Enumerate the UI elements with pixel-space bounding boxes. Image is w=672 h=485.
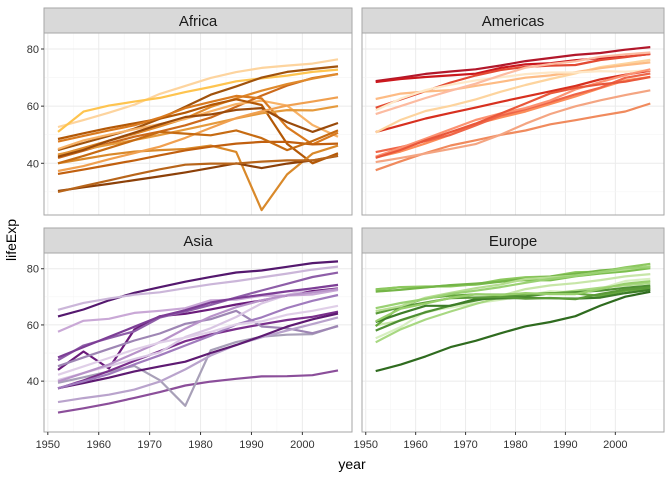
panel-asia: Asia — [43, 227, 353, 433]
x-tick-label: 1950 — [354, 439, 378, 451]
x-tick-label: 1990 — [239, 439, 263, 451]
series-line-asia-11 — [57, 293, 339, 390]
series-line-asia-0 — [57, 260, 339, 318]
series-line-americas-6 — [375, 58, 651, 134]
panel-africa: Africa — [43, 7, 353, 216]
panel-europe: Europe — [361, 227, 665, 433]
series-line-africa-2 — [57, 65, 339, 152]
series-line-africa-11 — [57, 105, 339, 156]
series-line-africa-6 — [57, 98, 339, 165]
x-tick-label: 1960 — [403, 439, 427, 451]
series-line-asia-8 — [57, 316, 339, 404]
series-line-europe-13 — [375, 266, 651, 310]
series-line-asia-1 — [57, 369, 339, 414]
x-tick-label: 1970 — [137, 439, 161, 451]
x-tick-label: 1970 — [453, 439, 477, 451]
panel-background — [44, 33, 352, 215]
series-line-asia-3 — [57, 265, 339, 311]
series-line-americas-4 — [375, 89, 651, 164]
series-line-europe-6 — [375, 284, 651, 332]
series-line-asia-14 — [57, 287, 339, 383]
series-line-europe-10 — [375, 265, 651, 293]
series-line-africa-14 — [57, 96, 339, 173]
x-tick-label: 1990 — [553, 439, 577, 451]
series-line-americas-5 — [375, 69, 651, 134]
series-line-africa-13 — [57, 154, 339, 193]
strip-background — [43, 227, 353, 254]
strip-background — [361, 227, 665, 254]
series-line-asia-10 — [57, 312, 339, 390]
series-line-americas-10 — [375, 69, 651, 112]
panel-americas: Americas — [361, 7, 665, 216]
y-axis-label: lifeExp — [3, 219, 19, 261]
series-line-asia-5 — [57, 310, 339, 390]
series-line-asia-13 — [57, 283, 339, 359]
series-line-africa-9 — [57, 154, 339, 193]
series-line-americas-1 — [375, 52, 651, 84]
series-line-africa-7 — [57, 94, 339, 146]
series-line-africa-0 — [57, 58, 339, 129]
series-line-africa-1 — [57, 68, 339, 133]
series-line-americas-13 — [375, 51, 651, 116]
series-line-americas-12 — [375, 75, 651, 159]
series-line-africa-8 — [57, 144, 339, 212]
y-tick-label: 80 — [27, 44, 39, 56]
x-tick-label: 1980 — [188, 439, 212, 451]
y-tick-label: 80 — [27, 264, 39, 276]
series-line-americas-0 — [375, 46, 651, 83]
strip-label: Asia — [183, 233, 213, 250]
series-line-africa-10 — [57, 140, 339, 175]
strip-background — [43, 7, 353, 34]
strip-background — [361, 7, 665, 34]
strip-label: Africa — [179, 13, 218, 30]
x-axis-label: year — [338, 456, 366, 472]
series-line-europe-11 — [375, 280, 651, 323]
series-line-africa-12 — [57, 107, 339, 158]
strip-label: Americas — [482, 13, 545, 30]
series-line-africa-15 — [57, 129, 339, 165]
y-tick-label: 60 — [27, 320, 39, 332]
x-tick-label: 2000 — [290, 439, 314, 451]
series-line-asia-15 — [57, 304, 339, 376]
y-tick-label: 40 — [27, 376, 39, 388]
y-tick-label: 40 — [27, 158, 39, 170]
series-line-europe-0 — [375, 290, 651, 373]
x-tick-label: 1980 — [503, 439, 527, 451]
y-tick-label: 60 — [27, 101, 39, 113]
series-line-americas-11 — [375, 68, 651, 158]
strip-label: Europe — [489, 233, 537, 250]
x-tick-label: 2000 — [603, 439, 627, 451]
x-tick-label: 1960 — [86, 439, 110, 451]
x-tick-label: 1950 — [36, 439, 60, 451]
